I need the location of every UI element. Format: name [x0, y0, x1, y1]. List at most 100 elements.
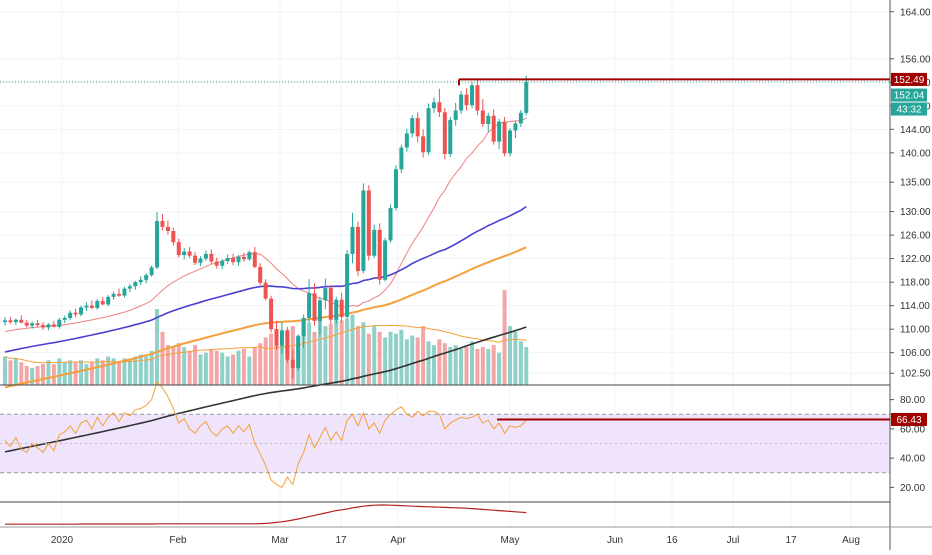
candle-body — [323, 288, 328, 301]
ma100-line — [4, 246, 527, 389]
candle-body — [106, 296, 111, 305]
candle-body — [247, 252, 252, 260]
candle-body — [155, 221, 160, 268]
candle-body — [51, 324, 56, 327]
candle-body — [225, 258, 230, 261]
volume-bar — [524, 347, 529, 385]
candle — [464, 88, 469, 111]
rsi-axis[interactable]: 80.00 60.00 40.00 20.00 — [890, 395, 925, 494]
candle — [122, 286, 127, 298]
time-tick-label: 17 — [335, 535, 347, 546]
candle — [421, 129, 426, 158]
volume-bar — [3, 356, 7, 385]
candle — [459, 91, 464, 115]
candle — [350, 212, 355, 264]
volume-bar — [89, 362, 94, 385]
price-tick-label: 118.00 — [900, 278, 930, 289]
volume-bar — [160, 331, 165, 385]
candle-body — [491, 115, 496, 142]
volume-bar — [366, 333, 371, 385]
candle — [524, 75, 529, 116]
candle — [182, 248, 187, 260]
candle — [133, 280, 138, 290]
candle-body — [171, 231, 176, 243]
candle-body — [383, 240, 388, 280]
candle-body — [307, 293, 312, 318]
candle — [301, 314, 306, 348]
volume-bar — [317, 316, 322, 385]
candle-body — [236, 256, 241, 263]
volume-bar — [350, 314, 355, 385]
candle-body — [372, 229, 377, 256]
volume-bar — [274, 331, 279, 385]
ma200-line — [4, 326, 527, 453]
price-tick-label: 126.00 — [900, 231, 931, 242]
price-axis[interactable]: 164.00156.00152.00148.00144.00140.00135.… — [890, 7, 931, 380]
candle-body — [345, 253, 350, 317]
candle — [3, 317, 7, 326]
candle — [290, 349, 295, 379]
candle — [388, 204, 393, 243]
candle-body — [388, 208, 393, 241]
volume-bar — [361, 322, 366, 385]
candle-body — [84, 305, 89, 308]
time-tick-label: 16 — [666, 535, 678, 546]
candle — [507, 128, 512, 157]
candle — [383, 238, 388, 282]
candle — [372, 224, 377, 259]
candle-body — [8, 320, 13, 323]
candle — [279, 322, 284, 354]
candle-body — [431, 102, 436, 109]
volume-bar — [241, 348, 246, 385]
candle — [426, 103, 431, 156]
volume-bar — [453, 345, 458, 385]
candle — [247, 250, 252, 261]
rsi-pane — [0, 381, 890, 489]
candle-body — [79, 307, 84, 315]
rsi-tick-label: 20.00 — [900, 483, 925, 494]
volume-bar — [133, 356, 138, 385]
price-tick-label: 140.00 — [900, 148, 931, 159]
volume-bar — [279, 339, 284, 385]
volume-bar — [437, 339, 442, 385]
price-tick-label: 135.00 — [900, 178, 931, 189]
candle-body — [355, 226, 360, 271]
candle-body — [453, 110, 458, 120]
volume-bar — [518, 341, 523, 385]
candle — [475, 79, 480, 116]
candle — [73, 308, 78, 318]
candle — [469, 81, 474, 109]
candle — [13, 318, 18, 326]
volume-bar — [486, 348, 491, 385]
candle — [149, 265, 154, 277]
price-tick-label: 102.50 — [900, 369, 931, 380]
candle-body — [89, 305, 94, 308]
candle — [89, 300, 94, 310]
candle — [274, 320, 279, 350]
price-tick-label: 130.00 — [900, 207, 931, 218]
candle — [176, 238, 181, 258]
volume-bar — [203, 352, 208, 385]
candle — [307, 279, 312, 323]
candle — [241, 252, 246, 262]
volume-bar — [24, 366, 29, 385]
volume-bar — [258, 343, 263, 385]
candle — [171, 227, 176, 246]
candle-body — [290, 359, 295, 368]
candle-body — [497, 121, 502, 142]
time-axis[interactable]: 2020 Feb Mar 17 Apr May Jun 16 Jul 17 Aug — [51, 535, 860, 546]
volume-bar — [383, 337, 388, 385]
volume-bar — [111, 358, 116, 385]
candle — [312, 283, 317, 326]
candle-body — [513, 123, 518, 131]
volume-bar — [263, 337, 268, 385]
volume-bar — [209, 348, 214, 385]
candle — [502, 116, 507, 157]
price-tick-label: 106.00 — [900, 348, 931, 359]
volume-bar — [198, 354, 203, 385]
volume-bar — [252, 347, 257, 385]
candle-body — [296, 336, 301, 368]
candle-body — [182, 251, 187, 256]
